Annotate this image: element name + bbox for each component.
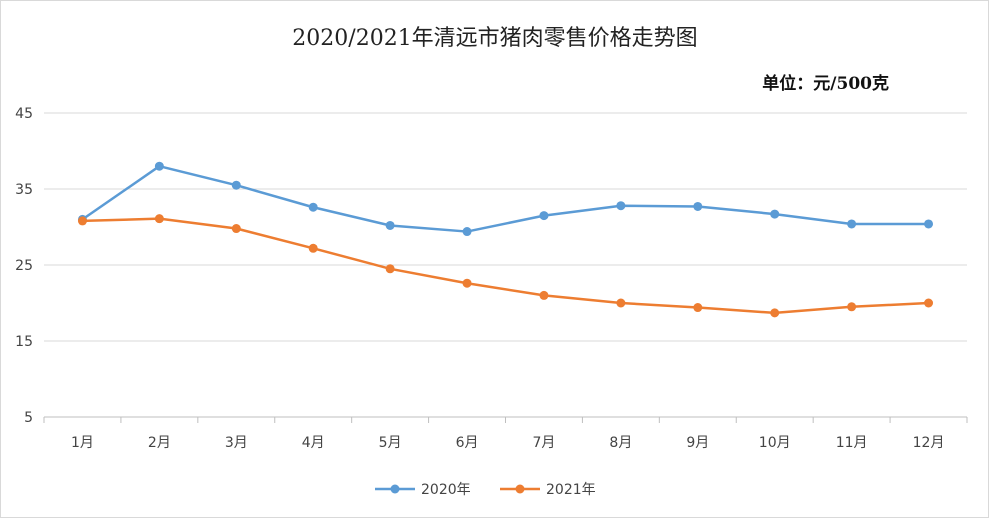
data-point-2021年-4月 [308,243,318,253]
unit-label: 单位：元/500克 [762,73,889,94]
y-tick-label-5: 5 [24,410,33,426]
x-tick-label-11: 11月 [836,435,868,451]
x-tick-label-3: 3月 [225,435,248,451]
x-tick-label-10: 10月 [759,435,791,451]
axes: 5 15 25 35 45 1月 2月 3月 4月 5月 6月 7月 8月 9月 10月 11月 12月 [15,106,968,451]
data-point-2021年-11月 [847,302,857,312]
y-tick-label-25: 25 [15,258,33,274]
data-point-2021年-6月 [462,278,472,288]
data-point-2021年-7月 [539,290,549,300]
x-tick-label-12: 12月 [913,435,945,451]
x-tick-label-1: 1月 [71,435,94,451]
chart-title: 2020/2021年清远市猪肉零售价格走势图 [292,26,697,51]
x-tick-label-9: 9月 [686,435,709,451]
data-point-2021年-10月 [770,308,780,318]
y-tick-label-35: 35 [15,182,33,198]
data-point-2021年-2月 [154,214,164,224]
data-point-2020年-7月 [539,211,549,221]
series-lines [77,161,934,318]
data-point-2021年-3月 [231,224,241,234]
data-point-2021年-12月 [924,298,934,308]
legend-label-2020年: 2020年 [421,482,471,498]
legend: 2020年 2021年 [375,482,596,498]
series-line-2021年 [82,217,929,315]
data-point-2021年-9月 [693,303,703,313]
data-point-2020年-11月 [847,219,857,229]
data-point-2020年-6月 [462,227,472,237]
data-point-2020年-9月 [693,201,703,211]
x-tick-label-2: 2月 [148,435,171,451]
gridlines [44,112,967,342]
data-point-2021年-8月 [616,298,626,308]
y-tick-label-15: 15 [15,334,33,350]
data-point-2020年-3月 [231,180,241,190]
x-tick-label-6: 6月 [456,435,479,451]
x-tick-label-4: 4月 [302,435,325,451]
data-point-2021年-5月 [385,264,395,274]
y-tick-label-45: 45 [15,106,33,122]
legend-marker-2020年 [390,484,400,494]
legend-label-2021年: 2021年 [546,482,596,498]
series-line-2020年 [81,164,929,233]
data-point-2020年-12月 [924,219,934,229]
data-point-2021年-1月 [77,216,87,226]
data-point-2020年-2月 [154,161,164,171]
x-tick-label-5: 5月 [379,435,402,451]
data-point-2020年-4月 [308,202,318,212]
data-point-2020年-10月 [770,209,780,219]
data-point-2020年-8月 [616,201,626,211]
x-tick-label-7: 7月 [532,435,555,451]
x-tick-label-8: 8月 [609,435,632,451]
data-point-2020年-5月 [385,220,395,230]
legend-marker-2021年 [515,484,525,494]
